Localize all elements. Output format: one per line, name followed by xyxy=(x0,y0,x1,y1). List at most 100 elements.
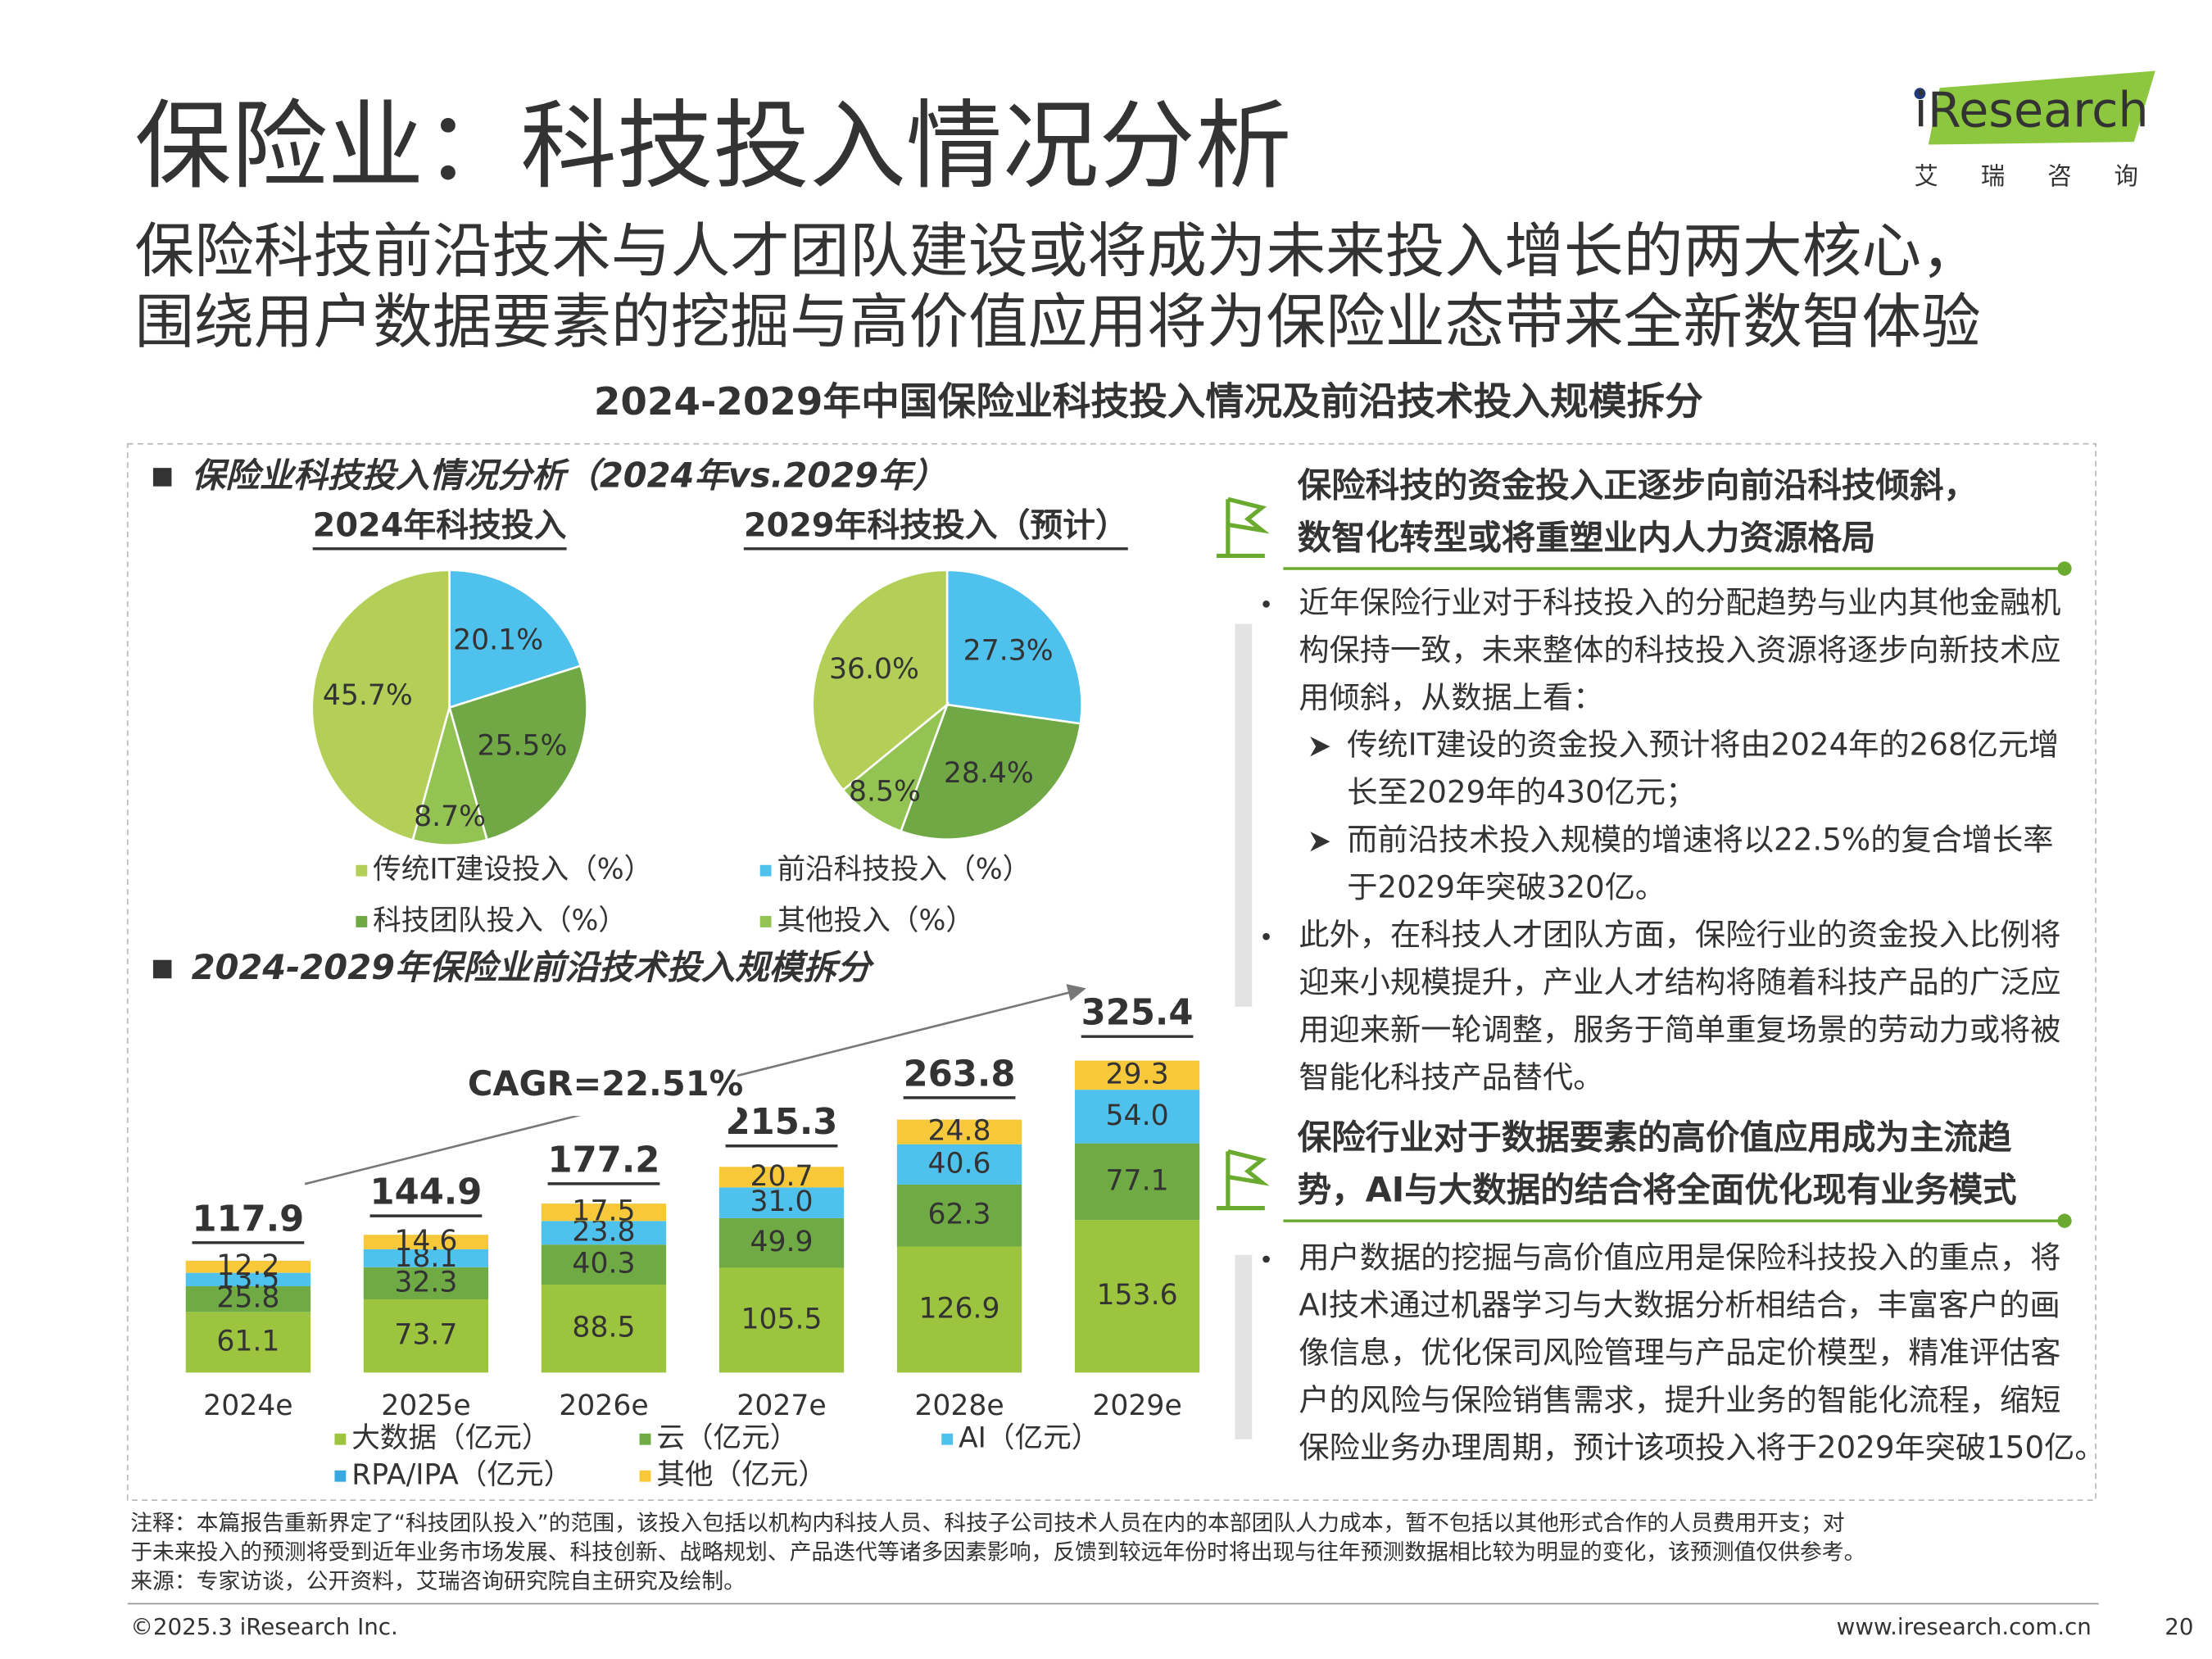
pie-label: 45.7% xyxy=(323,679,413,712)
segment-label: 12.2 xyxy=(216,1249,279,1282)
panel-heading: 保险行业对于数据要素的高价值应用成为主流趋 xyxy=(1298,1117,2012,1158)
panel-heading: 数智化转型或将重塑业内人力资源格局 xyxy=(1298,517,1876,557)
heading-rule-dot xyxy=(2057,561,2072,576)
segment-label: 23.8 xyxy=(572,1216,635,1249)
pie-label: 8.7% xyxy=(414,800,486,833)
logo-shape xyxy=(1928,70,2155,145)
pie-slice xyxy=(310,569,451,842)
sub-bullet xyxy=(1310,737,1330,757)
cagr-arrowhead xyxy=(1066,984,1086,1001)
url: www.iresearch.com.cn xyxy=(1837,1613,2092,1640)
legend-swatch xyxy=(639,1433,651,1445)
panel-text: 用倾斜，从数据上看： xyxy=(1299,679,1603,715)
panel-heading: 势，AI与大数据的结合将全面优化现有业务模式 xyxy=(1298,1170,2017,1210)
x-tick-label: 2025e xyxy=(381,1389,470,1422)
copyright: ©2025.3 iResearch Inc. xyxy=(130,1613,398,1640)
panel-text: 像信息，优化保司风险管理与产品定价模型，精准评估客 xyxy=(1299,1334,2060,1370)
bar-segment xyxy=(896,1119,1022,1145)
pie-label: 25.5% xyxy=(477,729,567,762)
panel-text: 近年保险行业对于科技投入的分配趋势与业内其他金融机 xyxy=(1299,584,2060,620)
segment-label: 31.0 xyxy=(750,1185,813,1218)
legend-label: 云（亿元） xyxy=(656,1422,798,1455)
bar-segment xyxy=(185,1286,311,1312)
bar-segment xyxy=(896,1184,1022,1247)
segment-label: 29.3 xyxy=(1106,1058,1169,1090)
legend-swatch xyxy=(759,916,772,927)
legend-swatch xyxy=(356,864,368,877)
bullet xyxy=(1262,1255,1270,1263)
total-label: 117.9 xyxy=(192,1199,304,1240)
segment-label: 54.0 xyxy=(1106,1099,1169,1132)
pie-slice xyxy=(448,569,582,709)
pie-slice xyxy=(448,664,588,841)
total-label: 325.4 xyxy=(1081,993,1194,1034)
legend-label: 传统IT建设投入（%） xyxy=(373,854,652,886)
panel-text: 户的风险与保险销售需求，提升业务的智能化流程，缩短 xyxy=(1299,1381,2060,1417)
pie-slice xyxy=(811,569,949,792)
legend-swatch xyxy=(356,916,368,927)
panel-text: 长至2029年的430亿元； xyxy=(1347,774,1696,810)
heading-rule-dot xyxy=(2057,1213,2072,1228)
legend-label: 其他投入（%） xyxy=(777,904,974,937)
sub-bullet xyxy=(1310,832,1330,852)
panel-text: 构保持一致，未来整体的科技投入资源将逐步向新技术应 xyxy=(1299,632,2060,668)
bullet xyxy=(1262,600,1270,608)
side-bar xyxy=(1235,1254,1253,1439)
bar-segment xyxy=(363,1249,489,1267)
pie-label: 36.0% xyxy=(829,653,919,686)
panel-text: 于2029年突破320亿。 xyxy=(1347,869,1666,905)
bar-segment xyxy=(1074,1090,1200,1144)
panel-text: 传统IT建设的资金投入预计将由2024年的268亿元增 xyxy=(1347,727,2059,763)
legend-label: RPA/IPA（亿元） xyxy=(351,1459,572,1492)
pie-label: 27.3% xyxy=(963,635,1054,668)
bullet xyxy=(1262,932,1270,941)
segment-label: 25.8 xyxy=(216,1282,279,1315)
bar-segment xyxy=(718,1217,845,1268)
segment-label: 88.5 xyxy=(572,1312,635,1344)
segment-label: 105.5 xyxy=(741,1303,822,1335)
logo-cn: 艾瑞咨询 xyxy=(1915,162,2181,190)
bar-segment xyxy=(185,1260,311,1273)
segment-label: 61.1 xyxy=(216,1325,279,1358)
logo: iResearch xyxy=(1915,82,2149,138)
flag-icon xyxy=(1217,1149,1270,1211)
segment-label: 153.6 xyxy=(1097,1279,1178,1312)
x-tick-label: 2026e xyxy=(559,1389,648,1422)
segment-label: 14.6 xyxy=(394,1225,457,1258)
segment-label: 20.7 xyxy=(750,1160,813,1193)
note: 注释：本篇报告重新界定了“科技团队投入”的范围，该投入包括以机构内科技人员、科技… xyxy=(130,1511,1844,1536)
bar-segment xyxy=(185,1272,311,1287)
legend-swatch xyxy=(334,1470,347,1482)
legend-swatch xyxy=(639,1470,651,1482)
bar-segment xyxy=(1074,1060,1200,1090)
legend-label: AI（亿元） xyxy=(959,1422,1099,1455)
panel-text: 用户数据的挖掘与高价值应用是保险科技投入的重点，将 xyxy=(1299,1239,2060,1275)
pie-title: 2029年科技投入（预计） xyxy=(744,506,1128,544)
pie-label: 8.5% xyxy=(849,775,921,808)
x-tick-label: 2027e xyxy=(737,1389,826,1422)
segment-label: 40.3 xyxy=(572,1248,635,1281)
x-tick-label: 2024e xyxy=(203,1389,292,1422)
bar-segment xyxy=(718,1167,845,1188)
logo-dot xyxy=(1914,88,1926,100)
total-label: 177.2 xyxy=(548,1140,660,1181)
segment-label: 73.7 xyxy=(394,1319,457,1352)
bar-segment xyxy=(541,1285,667,1373)
legend-swatch xyxy=(759,864,772,877)
segment-label: 32.3 xyxy=(394,1266,457,1299)
bar-segment xyxy=(363,1235,489,1249)
flag-icon xyxy=(1217,496,1270,559)
segment-label: 126.9 xyxy=(918,1292,999,1325)
bar-segment xyxy=(1074,1220,1200,1373)
panel-text: 智能化科技产品替代。 xyxy=(1299,1059,1603,1095)
bar-segment xyxy=(896,1246,1022,1373)
total-label: 263.8 xyxy=(904,1054,1016,1095)
legend-label: 前沿科技投入（%） xyxy=(777,854,1031,886)
pie-label: 28.4% xyxy=(944,757,1034,790)
segment-label: 40.6 xyxy=(928,1147,991,1180)
segment-label: 24.8 xyxy=(928,1115,991,1148)
bar-segment xyxy=(541,1203,667,1222)
x-tick-label: 2028e xyxy=(914,1389,1004,1422)
bar-segment xyxy=(718,1187,845,1218)
